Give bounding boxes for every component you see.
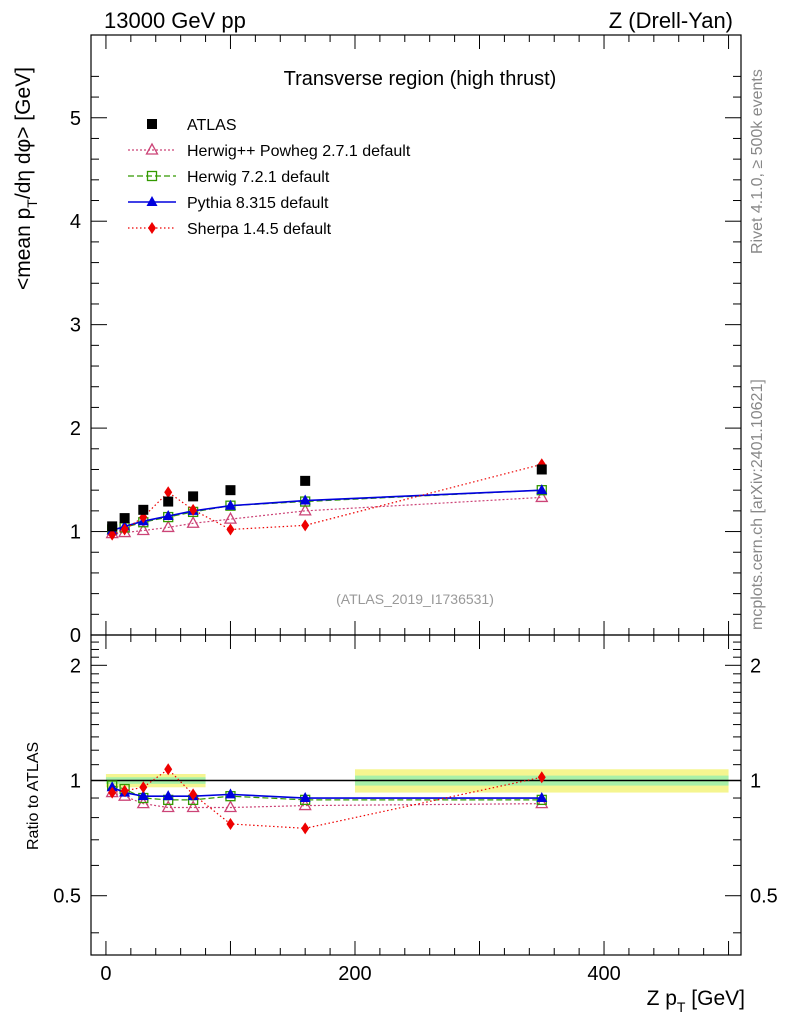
pythia-point xyxy=(224,499,236,510)
pythia-point xyxy=(162,510,174,521)
legend-label-atlas: ATLAS xyxy=(187,117,237,134)
sherpa-point xyxy=(120,523,129,536)
y-axis-label: <mean pT/dη dφ> [GeV] xyxy=(12,67,40,290)
ratio-tick-label-right: 0.5 xyxy=(750,886,778,908)
atlas-point xyxy=(107,521,118,532)
y-tick-label: 1 xyxy=(70,522,81,544)
herwig-point xyxy=(223,511,238,524)
atlas-point xyxy=(536,464,547,475)
atlas-point xyxy=(300,475,311,486)
pythia-point xyxy=(536,484,548,495)
legend-marker-pythia xyxy=(146,196,158,206)
herwig-main-line xyxy=(112,496,542,535)
legend-marker-atlas xyxy=(147,119,157,129)
ratio-tick-label-left: 2 xyxy=(70,655,81,677)
herwig-ratio-line xyxy=(112,784,542,801)
x-axis-label: Z pT [GeV] xyxy=(647,987,745,1015)
chart-title: Transverse region (high thrust) xyxy=(284,68,557,90)
pythia-ratio-point xyxy=(299,792,311,803)
legend-label-pythia: Pythia 8.315 default xyxy=(187,195,329,212)
atlas-point xyxy=(225,485,236,496)
sherpa-ratio-point xyxy=(301,822,310,835)
pythia-ratio-point xyxy=(224,788,236,799)
sherpa-point xyxy=(226,523,235,536)
legend-label-herwig: Herwig++ Powheg 2.7.1 default xyxy=(187,143,411,160)
ratio-plot-frame xyxy=(90,634,742,956)
pythia-ratio-point xyxy=(106,781,118,792)
sherpa-ratio-point xyxy=(189,788,198,801)
sherpa-ratio-point xyxy=(164,763,173,776)
pythia-main-line xyxy=(111,489,542,532)
herwig-point xyxy=(161,520,175,533)
sherpa-main-line xyxy=(111,463,542,536)
ratio-tick-label-left: 0.5 xyxy=(53,886,81,908)
ratio-tick-label-right: 2 xyxy=(750,655,761,677)
sherpa-point xyxy=(164,486,173,499)
x-tick-label: 400 xyxy=(587,963,620,985)
atlas-point xyxy=(119,513,130,524)
sherpa-ratio-line xyxy=(112,768,542,829)
y-tick-label: 5 xyxy=(70,108,81,130)
herwig-ratio-point xyxy=(535,796,549,809)
pythia-ratio-point xyxy=(162,790,174,801)
herwig-ratio-point xyxy=(186,800,200,813)
x-tick-label: 200 xyxy=(338,963,371,985)
herwig-point xyxy=(298,503,312,516)
legend-marker-herwig xyxy=(146,170,158,182)
atlas-point xyxy=(138,504,149,515)
y-tick-label: 3 xyxy=(70,315,81,337)
sherpa-point xyxy=(189,503,198,516)
pythia-ratio-point xyxy=(137,790,149,801)
legend-label-herwig: Herwig 7.2.1 default xyxy=(187,169,330,186)
header-left: 13000 GeV pp xyxy=(104,8,246,33)
herwig-ratio-line xyxy=(112,791,542,809)
pythia-ratio-point xyxy=(536,792,548,803)
legend-marker-sherpa xyxy=(148,222,156,234)
pythia-point xyxy=(299,494,311,505)
legend-label-sherpa: Sherpa 1.4.5 default xyxy=(187,221,332,238)
sherpa-ratio-point xyxy=(537,771,546,784)
herwig-ratio-point xyxy=(223,800,238,813)
herwig-point xyxy=(186,515,200,528)
y-tick-label: 0 xyxy=(70,625,81,647)
atlas-point xyxy=(163,496,174,507)
sherpa-point xyxy=(301,519,310,532)
legend-marker-herwig xyxy=(145,142,159,155)
y-tick-label: 2 xyxy=(70,418,81,440)
mcplots-label: mcplots.cern.ch [arXiv:2401.10621] xyxy=(749,379,766,630)
header-right: Z (Drell-Yan) xyxy=(609,8,733,33)
herwig-ratio-point xyxy=(161,800,175,813)
ratio-tick-label-right: 1 xyxy=(750,771,761,793)
sherpa-ratio-point xyxy=(226,817,235,830)
sherpa-point xyxy=(108,528,117,541)
herwig-point xyxy=(535,490,549,503)
sherpa-ratio-point xyxy=(139,781,148,794)
ratio-y-label: Ratio to ATLAS xyxy=(25,742,42,850)
sherpa-ratio-point xyxy=(108,786,117,799)
y-tick-label: 4 xyxy=(70,211,81,233)
atlas-point xyxy=(188,491,199,502)
herwig-point xyxy=(136,523,150,536)
ratio-tick-label-left: 1 xyxy=(70,771,81,793)
sherpa-ratio-point xyxy=(120,784,129,797)
x-tick-label: 0 xyxy=(100,963,111,985)
herwig-main-line xyxy=(112,489,542,531)
rivet-label: Rivet 4.1.0, ≥ 500k events xyxy=(749,69,766,254)
watermark: (ATLAS_2019_I1736531) xyxy=(336,591,494,607)
